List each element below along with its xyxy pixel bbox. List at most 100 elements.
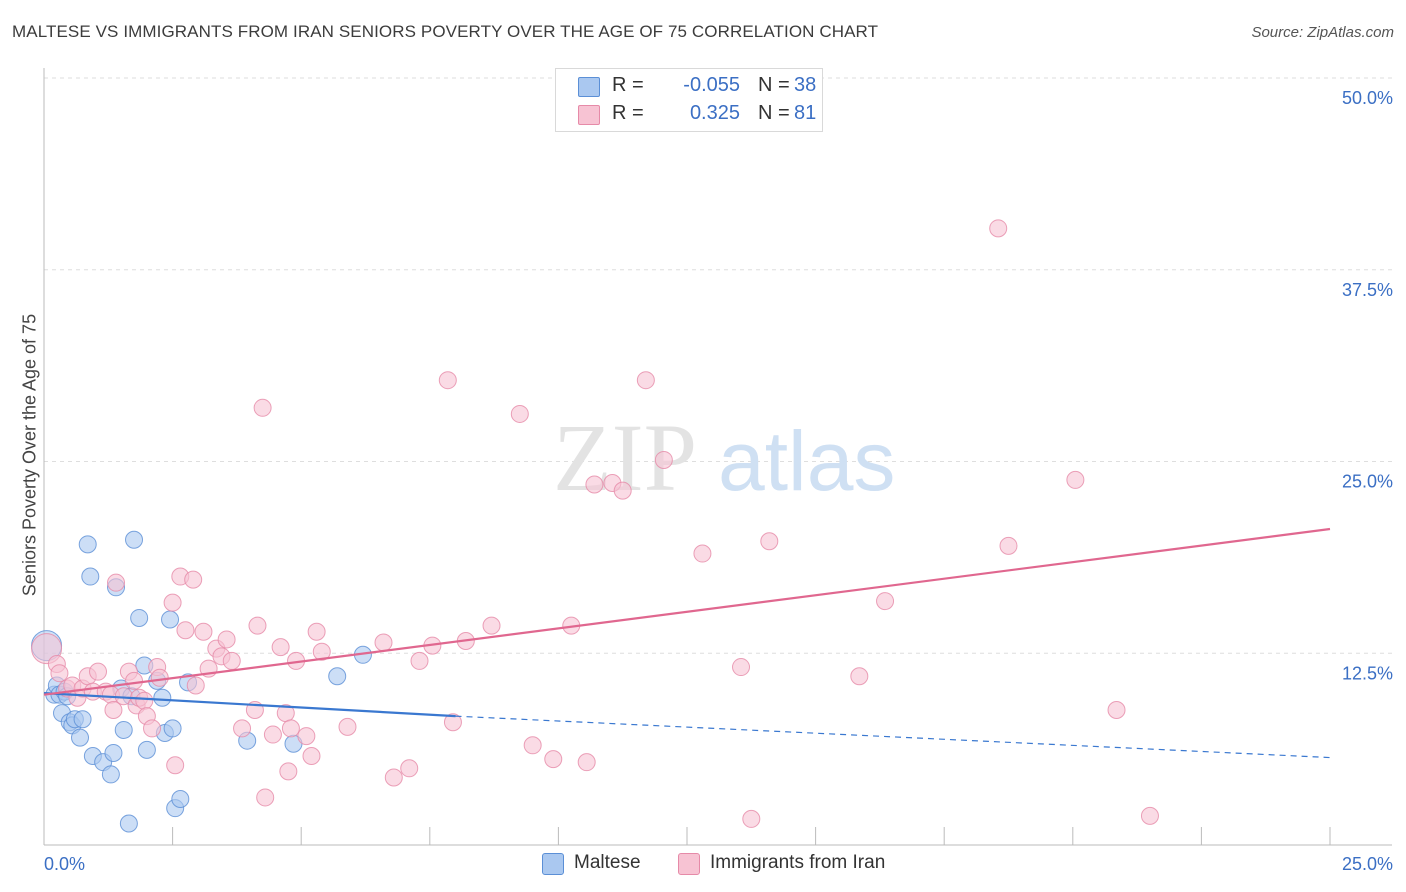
maltese-trend-extension bbox=[455, 715, 1331, 759]
iran-point bbox=[693, 544, 712, 563]
maltese-point bbox=[163, 719, 182, 738]
maltese-point bbox=[171, 789, 190, 808]
n-label: N = bbox=[758, 102, 790, 124]
iran-point bbox=[135, 691, 154, 710]
iran-point bbox=[150, 668, 169, 687]
iran-point bbox=[850, 667, 869, 686]
y-tick-label: 50.0% bbox=[1342, 88, 1393, 108]
legend-label-iran: Immigrants from Iran bbox=[710, 852, 886, 873]
iran-point bbox=[194, 622, 213, 641]
iran-point bbox=[281, 719, 300, 738]
maltese-point bbox=[119, 814, 138, 833]
iran-point bbox=[338, 717, 357, 736]
y-tick-label: 37.5% bbox=[1342, 280, 1393, 300]
maltese-point bbox=[125, 530, 144, 549]
iran-point bbox=[438, 371, 457, 390]
iran-point bbox=[1066, 470, 1085, 489]
maltese-legend-swatch bbox=[542, 853, 564, 875]
trend-lines bbox=[43, 527, 1331, 759]
tick-labels: 12.5% 25.0% 37.5% 50.0% 0.0% 25.0% bbox=[44, 88, 1393, 874]
iran-point bbox=[307, 622, 326, 641]
maltese-point bbox=[81, 567, 100, 586]
iran-point bbox=[186, 676, 205, 695]
iran-point bbox=[104, 701, 123, 720]
iran-point bbox=[176, 621, 195, 640]
iran-point bbox=[256, 788, 275, 807]
n-value: 81 bbox=[794, 102, 817, 124]
n-label: N = bbox=[758, 74, 790, 96]
data-points bbox=[31, 219, 1159, 833]
iran-point bbox=[742, 809, 761, 828]
iran-point bbox=[410, 651, 429, 670]
iran-point bbox=[654, 450, 673, 469]
iran-point bbox=[217, 630, 236, 649]
maltese-trend-line bbox=[43, 692, 456, 718]
iran-point bbox=[989, 219, 1008, 238]
maltese-point bbox=[130, 608, 149, 627]
iran-point bbox=[374, 633, 393, 652]
watermark-atlas: atlas bbox=[718, 414, 895, 508]
iran-point bbox=[253, 398, 272, 417]
maltese-point bbox=[328, 667, 347, 686]
maltese-point bbox=[71, 728, 90, 747]
iran-point bbox=[510, 404, 529, 423]
gridlines bbox=[44, 77, 1392, 654]
iran-point bbox=[248, 616, 267, 635]
maltese-point bbox=[104, 743, 123, 762]
maltese-point bbox=[73, 710, 92, 729]
r-value: -0.055 bbox=[683, 74, 740, 96]
axes bbox=[43, 68, 1392, 846]
iran-point bbox=[999, 536, 1018, 555]
iran-point bbox=[760, 532, 779, 551]
maltese-point bbox=[78, 535, 97, 554]
legend-label-maltese: Maltese bbox=[574, 852, 641, 873]
iran-point bbox=[384, 768, 403, 787]
iran-point bbox=[271, 638, 290, 657]
iran-point bbox=[297, 727, 316, 746]
iran-point bbox=[166, 756, 185, 775]
iran-point bbox=[184, 570, 203, 589]
iran-point bbox=[876, 592, 895, 611]
maltese-swatch bbox=[578, 77, 600, 97]
iran-point bbox=[50, 664, 69, 683]
iran-legend-swatch bbox=[678, 853, 700, 875]
iran-point bbox=[544, 750, 563, 769]
maltese-point bbox=[137, 740, 156, 759]
x-tick-label: 25.0% bbox=[1342, 854, 1393, 874]
iran-point bbox=[482, 616, 501, 635]
iran-point bbox=[585, 475, 604, 494]
maltese-point bbox=[153, 688, 172, 707]
maltese-point bbox=[161, 610, 180, 629]
iran-point bbox=[302, 747, 321, 766]
iran-point bbox=[1140, 806, 1159, 825]
iran-point bbox=[143, 719, 162, 738]
r-label: R = bbox=[612, 74, 644, 96]
iran-point bbox=[263, 725, 282, 744]
y-tick-label: 12.5% bbox=[1342, 663, 1393, 683]
iran-trend-line bbox=[43, 527, 1331, 696]
iran-point bbox=[312, 642, 331, 661]
source-label: Source: ZipAtlas.com bbox=[1251, 24, 1394, 41]
maltese-point bbox=[101, 765, 120, 784]
x-tick-label: 0.0% bbox=[44, 854, 85, 874]
iran-point bbox=[125, 671, 144, 690]
iran-point bbox=[636, 371, 655, 390]
iran-point bbox=[163, 593, 182, 612]
iran-point bbox=[279, 762, 298, 781]
iran-point bbox=[523, 736, 542, 755]
n-value: 38 bbox=[794, 74, 817, 96]
iran-point bbox=[233, 719, 252, 738]
y-axis-label: Seniors Poverty Over the Age of 75 bbox=[19, 313, 40, 597]
iran-point bbox=[732, 658, 751, 677]
iran-point bbox=[107, 573, 126, 592]
iran-point bbox=[443, 713, 462, 732]
iran-point bbox=[577, 753, 596, 772]
iran-swatch bbox=[578, 105, 600, 125]
iran-point bbox=[89, 662, 108, 681]
r-value: 0.325 bbox=[689, 102, 740, 124]
iran-point bbox=[613, 481, 632, 500]
chart-title: MALTESE VS IMMIGRANTS FROM IRAN SENIORS … bbox=[12, 22, 879, 41]
iran-point bbox=[400, 759, 419, 778]
maltese-point bbox=[114, 720, 133, 739]
